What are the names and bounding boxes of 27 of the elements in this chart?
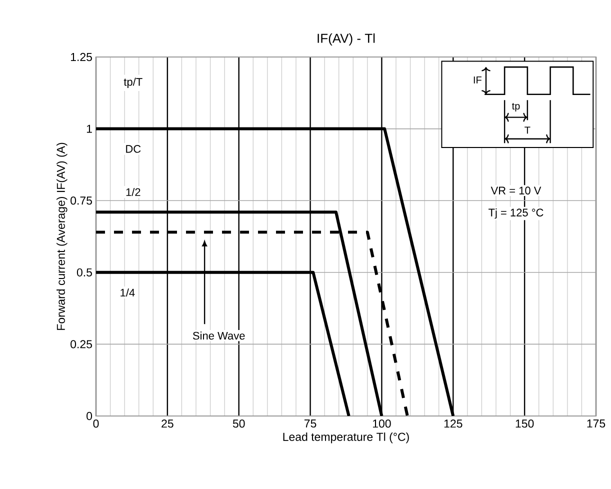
- annotation: T: [524, 126, 530, 134]
- y-tick-label: 0.5: [76, 268, 92, 276]
- chart-title: IF(AV) - Tl: [318, 33, 375, 46]
- annotation: Tj = 125 °C: [488, 208, 544, 219]
- x-tick-label: 50: [232, 420, 245, 428]
- series-label: 1/4: [120, 288, 135, 297]
- y-tick-label: 1: [86, 124, 92, 133]
- series-label: DC: [126, 145, 141, 153]
- legend-title: tp/T: [124, 78, 142, 88]
- x-tick-label: 125: [444, 420, 462, 428]
- y-tick-label: 0.75: [70, 196, 92, 205]
- annotation: Sine Wave: [192, 332, 245, 340]
- series-label: 1/2: [126, 188, 140, 196]
- x-tick-label: 175: [587, 420, 606, 428]
- y-tick-label: 1.25: [70, 52, 92, 62]
- y-tick-label: 0: [86, 412, 92, 420]
- annotation: VR = 10 V: [490, 186, 542, 194]
- x-tick-label: 25: [162, 420, 174, 428]
- x-tick-label: 75: [304, 420, 316, 428]
- annotation: IF: [474, 76, 482, 84]
- x-tick-label: 100: [373, 420, 391, 428]
- y-tick-label: 0.25: [70, 340, 92, 348]
- annotation: tp: [512, 102, 520, 112]
- x-axis-title: Lead temperature Tl (°C): [283, 432, 409, 444]
- x-tick-label: 150: [516, 420, 534, 428]
- x-tick-label: 0: [93, 420, 99, 428]
- y-axis-title: Forward current (Average) IF(AV) (A): [56, 142, 68, 330]
